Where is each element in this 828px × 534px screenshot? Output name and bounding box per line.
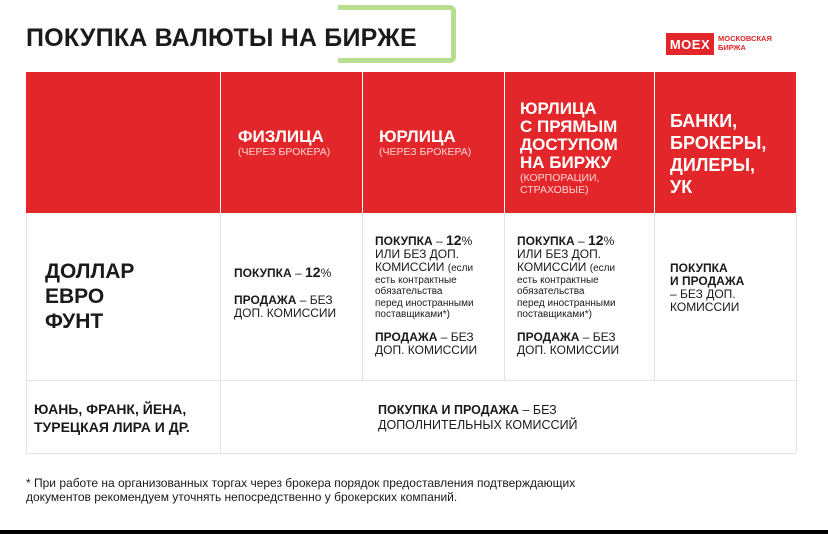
cell-divider	[362, 213, 363, 380]
moex-logo: MOEX	[666, 33, 714, 55]
column-header-yur: ЮРЛИЦА (ЧЕРЕЗ БРОКЕРА)	[379, 127, 472, 159]
footnote: * При работе на организованных торгах че…	[26, 476, 576, 504]
page-title: ПОКУПКА ВАЛЮТЫ НА БИРЖЕ	[26, 24, 417, 52]
cell-banks: ПОКУПКА И ПРОДАЖА – БЕЗ ДОП. КОМИССИИ	[670, 261, 745, 314]
row-label-major-currencies: ДОЛЛАР ЕВРО ФУНТ	[45, 260, 135, 333]
buy-line: ПОКУПКА – 12%	[234, 264, 332, 280]
bottom-border	[0, 530, 828, 534]
moex-logo-subtitle: МОСКОВСКАЯ БИРЖА	[718, 34, 772, 52]
header-divider	[654, 72, 655, 213]
column-header-banks: БАНКИ, БРОКЕРЫ, ДИЛЕРЫ, УК	[670, 111, 767, 197]
column-header-fiz: ФИЗЛИЦА (ЧЕРЕЗ БРОКЕРА)	[238, 127, 331, 159]
table-border	[26, 453, 796, 454]
table-header	[26, 72, 796, 213]
buy-line: ПОКУПКА – 12%	[375, 232, 473, 248]
table-border	[26, 213, 27, 453]
cell-divider	[654, 213, 655, 380]
cell-fiz: ПОКУПКА – 12% ПРОДАЖА – БЕЗ ДОП. КОМИССИ…	[234, 264, 337, 320]
row-label-other-currencies: ЮАНЬ, ФРАНК, ЙЕНА, ТУРЕЦКАЯ ЛИРА И ДР.	[34, 401, 190, 435]
header-divider	[362, 72, 363, 213]
cell-divider	[220, 213, 221, 453]
highlight-bracket	[338, 5, 456, 63]
buy-line: ПОКУПКА – 12%	[517, 232, 615, 248]
cell-direct: ПОКУПКА – 12% ИЛИ БЕЗ ДОП. КОМИССИИ (есл…	[517, 232, 620, 357]
table-border	[796, 213, 797, 453]
cell-yur: ПОКУПКА – 12% ИЛИ БЕЗ ДОП. КОМИССИИ (есл…	[375, 232, 478, 357]
sell-line: ПРОДАЖА – БЕЗ	[234, 293, 333, 307]
sell-line: ПРОДАЖА – БЕЗ	[375, 329, 474, 344]
sell-line: ПРОДАЖА – БЕЗ	[517, 329, 616, 344]
cell-merged-other: ПОКУПКА И ПРОДАЖА – БЕЗ ДОПОЛНИТЕЛЬНЫХ К…	[378, 403, 578, 432]
header-divider	[504, 72, 505, 213]
cell-divider	[504, 213, 505, 380]
header-divider	[220, 72, 221, 213]
column-header-direct: ЮРЛИЦА С ПРЯМЫМ ДОСТУПОМ НА БИРЖУ (КОРПО…	[520, 99, 618, 197]
row-divider	[26, 380, 796, 381]
